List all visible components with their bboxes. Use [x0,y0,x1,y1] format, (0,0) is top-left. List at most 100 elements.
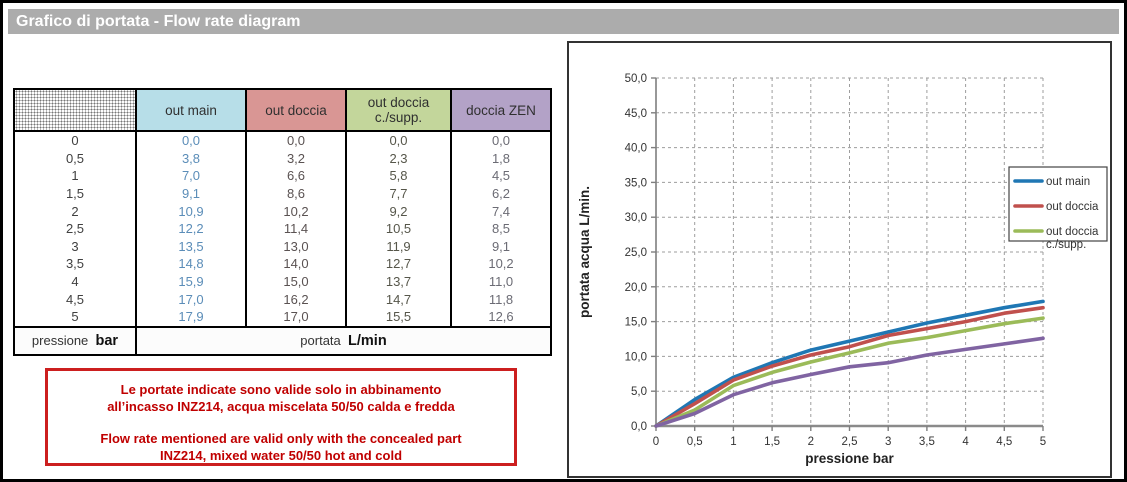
table-row: 2 10,9 10,2 9,2 7,4 [13,202,552,220]
table-row: 4,5 17,0 16,2 14,7 11,8 [13,290,552,308]
svg-text:5: 5 [1040,436,1046,448]
flow-value: 1,8 [450,149,552,168]
y-axis-title: portata acqua L/min. [577,186,592,318]
svg-text:2: 2 [808,436,814,448]
legend-label-0: out main [1046,176,1090,188]
flow-value: 0,0 [345,131,452,150]
flow-value: 13,7 [345,272,452,291]
flow-value: 9,1 [450,237,552,256]
pressure-label: pressione [31,332,89,348]
flow-value: 12,2 [135,219,247,238]
flow-value: 12,6 [450,307,552,327]
flow-value: 6,6 [245,167,347,185]
table-row: 1 7,0 6,6 5,8 4,5 [13,167,552,185]
axis-titles: pressione bar portata acqua L/min. [577,186,895,466]
svg-text:50,0: 50,0 [625,73,647,85]
flow-value: 0,0 [135,131,247,150]
pressure-value: 0,5 [13,149,137,168]
pressure-value: 2 [13,202,137,220]
series-line-out-main [654,299,1045,428]
table-row: 4 15,9 15,0 13,7 11,0 [13,272,552,291]
flow-value: 10,9 [135,202,247,220]
note-italian: Le portate indicate sono valide solo in … [48,381,514,415]
flow-value: 11,0 [450,272,552,291]
flow-value: 15,0 [245,272,347,291]
pressure-value: 4,5 [13,290,137,308]
flow-value: 10,5 [345,219,452,238]
flow-value: 16,2 [245,290,347,308]
flow-value: 7,7 [345,184,452,203]
flow-value: 9,2 [345,202,452,220]
legend-label-2: out doccia [1046,226,1099,238]
pressure-unit: bar [95,332,119,349]
flow-value: 7,4 [450,202,552,220]
page-title: Grafico di portata - Flow rate diagram [8,9,1119,34]
flow-value: 13,5 [135,237,247,256]
flow-value: 6,2 [450,184,552,203]
note-it-line2: all’incasso INZ214, acqua miscelata 50/5… [107,399,455,414]
table-row: 1,5 9,1 8,6 7,7 6,2 [13,184,552,203]
flow-value: 14,8 [135,255,247,273]
svg-text:0,0: 0,0 [631,421,647,433]
table-header-row: out main out doccia out doccia c./supp. doc… [13,88,552,132]
note-it-line1: Le portate indicate sono valide solo in … [120,382,442,397]
flow-rate-table: out main out doccia out doccia c./supp. doc… [13,88,552,356]
legend-box [1008,166,1108,242]
svg-text:35,0: 35,0 [625,177,647,189]
table-footer-row: pressione bar portata L/min [13,325,552,356]
flow-value: 11,8 [450,290,552,308]
svg-text:10,0: 10,0 [625,351,647,363]
svg-text:15,0: 15,0 [625,317,647,329]
pressure-value: 4 [13,272,137,291]
flow-value: 17,0 [245,307,347,327]
flow-value: 12,7 [345,255,452,273]
flow-value: 3,8 [135,149,247,168]
svg-text:25,0: 25,0 [625,247,647,259]
pressure-value: 3 [13,237,137,256]
note-en-line2: INZ214, mixed water 50/50 hot and cold [159,448,403,463]
svg-text:2,5: 2,5 [842,436,858,448]
svg-text:20,0: 20,0 [625,282,647,294]
flow-value: 4,5 [450,167,552,185]
flow-value: 8,5 [450,219,552,238]
svg-text:5,0: 5,0 [631,386,647,398]
series-line-doccia-zen [654,336,1045,428]
flow-unit: L/min [348,332,387,349]
svg-text:0,5: 0,5 [687,436,703,448]
flow-value: 5,8 [345,167,452,185]
flow-value: 14,0 [245,255,347,273]
pressure-value: 1 [13,167,137,185]
pressure-value: 0 [13,131,137,150]
column-header-4: doccia ZEN [450,88,552,132]
axis-tick-labels: 0,05,010,015,020,025,030,035,040,045,050… [625,73,1047,448]
flow-value: 0,0 [245,131,347,150]
svg-text:40,0: 40,0 [625,143,647,155]
svg-text:1: 1 [730,436,736,448]
svg-text:3,5: 3,5 [919,436,935,448]
column-header-1: out main [135,88,247,132]
pressure-value: 2,5 [13,219,137,238]
flow-value: 15,9 [135,272,247,291]
legend-label-1: out doccia [1046,201,1099,213]
flow-value: 17,9 [135,307,247,327]
series-lines [654,299,1045,428]
flow-unit-cell: portata L/min [135,325,552,356]
flow-value: 15,5 [345,307,452,327]
flow-value: 11,4 [245,219,347,238]
flow-value: 2,3 [345,149,452,168]
chart-canvas: 0,05,010,015,020,025,030,035,040,045,050… [577,73,1108,466]
column-header-0 [13,88,137,132]
flow-value: 0,0 [450,131,552,150]
flow-value: 10,2 [450,255,552,273]
flow-label: portata [300,332,341,348]
pressure-value: 1,5 [13,184,137,203]
flow-value: 14,7 [345,290,452,308]
column-header-2: out doccia [245,88,347,132]
svg-text:0: 0 [653,436,659,448]
table-row: 0 0,0 0,0 0,0 0,0 [13,131,552,150]
table-row: 5 17,9 17,0 15,5 12,6 [13,307,552,327]
pressure-value: 3,5 [13,255,137,273]
table-row: 3,5 14,8 14,0 12,7 10,2 [13,255,552,273]
